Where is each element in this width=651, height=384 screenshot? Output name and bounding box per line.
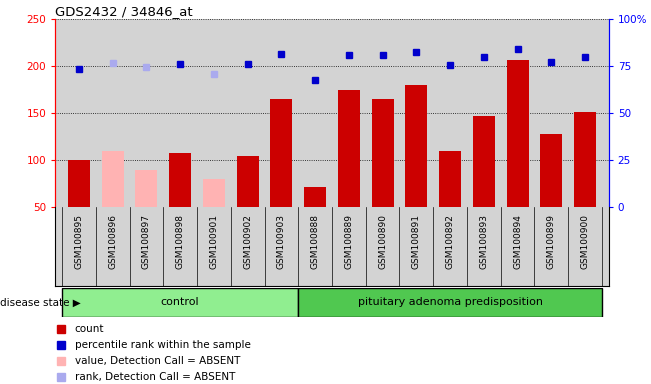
Text: GSM100892: GSM100892 — [445, 214, 454, 268]
Bar — [304, 187, 326, 207]
Bar — [62, 288, 298, 317]
Text: GSM100889: GSM100889 — [344, 214, 353, 269]
Bar — [203, 179, 225, 207]
Bar — [439, 151, 461, 207]
Bar — [338, 90, 360, 207]
Text: GSM100901: GSM100901 — [210, 214, 219, 269]
Text: GSM100890: GSM100890 — [378, 214, 387, 269]
Text: value, Detection Call = ABSENT: value, Detection Call = ABSENT — [75, 356, 240, 366]
Text: GSM100896: GSM100896 — [108, 214, 117, 269]
Bar — [270, 99, 292, 207]
Bar — [540, 134, 562, 207]
Bar — [506, 60, 529, 207]
Text: percentile rank within the sample: percentile rank within the sample — [75, 340, 251, 350]
Bar — [237, 156, 258, 207]
Text: pituitary adenoma predisposition: pituitary adenoma predisposition — [357, 297, 542, 308]
Text: GSM100895: GSM100895 — [74, 214, 83, 269]
Bar — [372, 99, 394, 207]
Text: GSM100891: GSM100891 — [412, 214, 421, 269]
Text: GSM100899: GSM100899 — [547, 214, 556, 269]
Text: disease state ▶: disease state ▶ — [0, 297, 81, 308]
Text: rank, Detection Call = ABSENT: rank, Detection Call = ABSENT — [75, 372, 235, 382]
Text: GSM100902: GSM100902 — [243, 214, 252, 268]
Bar — [68, 161, 90, 207]
Text: GDS2432 / 34846_at: GDS2432 / 34846_at — [55, 5, 193, 18]
Bar — [102, 151, 124, 207]
Bar — [298, 288, 602, 317]
Text: GSM100898: GSM100898 — [176, 214, 185, 269]
Text: GSM100893: GSM100893 — [479, 214, 488, 269]
Bar — [169, 153, 191, 207]
Text: GSM100894: GSM100894 — [513, 214, 522, 268]
Text: GSM100900: GSM100900 — [581, 214, 590, 269]
Text: control: control — [161, 297, 199, 308]
Bar — [574, 113, 596, 207]
Text: count: count — [75, 324, 104, 334]
Text: GSM100897: GSM100897 — [142, 214, 151, 269]
Text: GSM100903: GSM100903 — [277, 214, 286, 269]
Bar — [473, 116, 495, 207]
Bar — [135, 170, 158, 207]
Text: GSM100888: GSM100888 — [311, 214, 320, 269]
Bar — [406, 85, 427, 207]
